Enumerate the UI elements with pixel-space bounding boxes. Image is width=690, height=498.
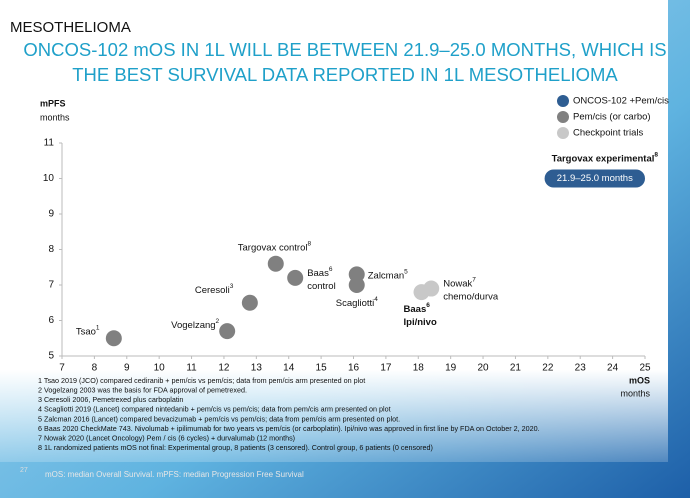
y-tick-label: 5 [48, 351, 54, 362]
x-tick-label: 7 [59, 363, 65, 374]
annotation: Targovax experimental8 [552, 151, 659, 164]
point-label-ref: 2 [216, 318, 220, 325]
x-tick-label: 15 [316, 363, 328, 374]
slide-panel [0, 0, 668, 462]
point-label-ref: 3 [230, 282, 234, 289]
point-label-text: Ipi/nivo [404, 317, 437, 328]
x-tick-label: 21 [510, 363, 522, 374]
footnote: 1 Tsao 2019 (JCO) compared cediranib + p… [38, 376, 365, 385]
point-label-text: Baas [307, 267, 329, 278]
y-tick-label: 6 [48, 315, 54, 326]
point-label-text: Zalcman [368, 270, 404, 281]
x-tick-label: 19 [445, 363, 457, 374]
x-tick-label: 10 [154, 363, 166, 374]
footnote: 2 Vogelzang 2003 was the basis for FDA a… [38, 386, 247, 395]
point-label: Ipi/nivo [404, 317, 437, 328]
point [219, 323, 236, 340]
point-label: control [307, 280, 336, 291]
legend-swatch [557, 95, 569, 107]
y-axis-label: months [40, 112, 70, 122]
point-label-text: Vogelzang [171, 320, 215, 331]
x-axis-label: mOS [629, 375, 650, 385]
point-label-ref: 6 [329, 266, 333, 273]
y-tick-label: 7 [48, 280, 54, 291]
legend-label: ONCOS-102 +Pem/cis [573, 96, 669, 107]
x-tick-label: 18 [413, 363, 425, 374]
x-tick-label: 24 [607, 363, 619, 374]
point-label-ref: 6 [426, 302, 430, 309]
point-label: Targovax control8 [238, 240, 312, 253]
y-tick-label: 8 [48, 244, 54, 255]
x-tick-label: 16 [348, 363, 360, 374]
point-label-ref: 4 [374, 296, 378, 303]
header: MESOTHELIOMA [10, 19, 131, 36]
x-tick-label: 17 [380, 363, 392, 374]
footnote: 8 1L randomized patients mOS not final: … [38, 443, 433, 452]
y-axis-label: mPFS [40, 98, 66, 108]
x-tick-label: 25 [639, 363, 651, 374]
footnote: 3 Ceresoli 2006, Pemetrexed plus carbopl… [38, 395, 183, 404]
x-axis-label: months [620, 388, 650, 398]
point [423, 280, 440, 297]
range-label: 21.9–25.0 months [557, 173, 633, 184]
point [241, 294, 258, 311]
point-label-ref: 1 [96, 324, 100, 331]
footnote: 6 Baas 2020 CheckMate 743. Nivolumab + i… [38, 424, 540, 433]
x-tick-label: 13 [251, 363, 263, 374]
footnote: 5 Zalcman 2016 (Lancet) compared bevaciz… [38, 414, 400, 423]
point-label-text: control [307, 280, 336, 291]
point-label-text: Nowak [443, 278, 472, 289]
range-bar [544, 169, 645, 188]
y-tick-label: 11 [44, 138, 55, 149]
point-label: Nowak7 [443, 276, 476, 289]
footer-text: mOS: median Overall Survival. mPFS: medi… [45, 470, 304, 479]
x-tick-label: 14 [283, 363, 295, 374]
point [105, 330, 122, 347]
legend-label: Checkpoint trials [573, 128, 643, 139]
y-tick-label: 10 [43, 173, 55, 184]
legend-swatch [557, 127, 569, 139]
point-label-ref: 8 [307, 240, 311, 247]
point-label: Ceresoli3 [195, 282, 234, 295]
x-tick-label: 11 [186, 363, 197, 374]
point-label: chemo/durva [443, 291, 499, 302]
point-label: Vogelzang2 [171, 318, 219, 331]
footnote: 7 Nowak 2020 (Lancet Oncology) Pem / cis… [38, 434, 295, 443]
point-label-text: Scagliotti [336, 298, 375, 309]
point-label: Scagliotti4 [336, 296, 379, 309]
title-line: ONCOS-102 mOS IN 1L WILL BE BETWEEN 21.9… [23, 39, 666, 60]
title-line: THE BEST SURVIVAL DATA REPORTED IN 1L ME… [72, 64, 618, 85]
point-label-ref: 5 [404, 268, 408, 275]
legend-label: Pem/cis (or carbo) [573, 112, 651, 123]
point-label-text: Tsao [76, 326, 96, 337]
x-tick-label: 23 [575, 363, 587, 374]
point-label: Baas6 [404, 302, 431, 315]
point [287, 269, 304, 286]
x-tick-label: 20 [477, 363, 489, 374]
legend-swatch [557, 111, 569, 123]
annotation-text: Targovax experimental [552, 153, 655, 164]
x-tick-label: 9 [124, 363, 130, 374]
page-number: 27 [20, 467, 28, 474]
x-tick-label: 22 [542, 363, 554, 374]
annotation-ref: 8 [654, 151, 658, 158]
point-label: Tsao1 [76, 324, 100, 337]
point-label: Baas6 [307, 266, 333, 279]
footnote: 4 Scagliotti 2019 (Lancet) compared nint… [38, 405, 391, 414]
x-tick-label: 8 [92, 363, 98, 374]
x-tick-label: 12 [218, 363, 230, 374]
point-label-text: chemo/durva [443, 291, 499, 302]
point-label-ref: 7 [472, 276, 476, 283]
point-label-text: Targovax control [238, 242, 308, 253]
point-label-text: Ceresoli [195, 284, 230, 295]
point-label-text: Baas [404, 304, 427, 315]
point-label: Zalcman5 [368, 268, 408, 281]
y-tick-label: 9 [48, 209, 54, 220]
point [348, 277, 365, 293]
point [267, 255, 284, 272]
